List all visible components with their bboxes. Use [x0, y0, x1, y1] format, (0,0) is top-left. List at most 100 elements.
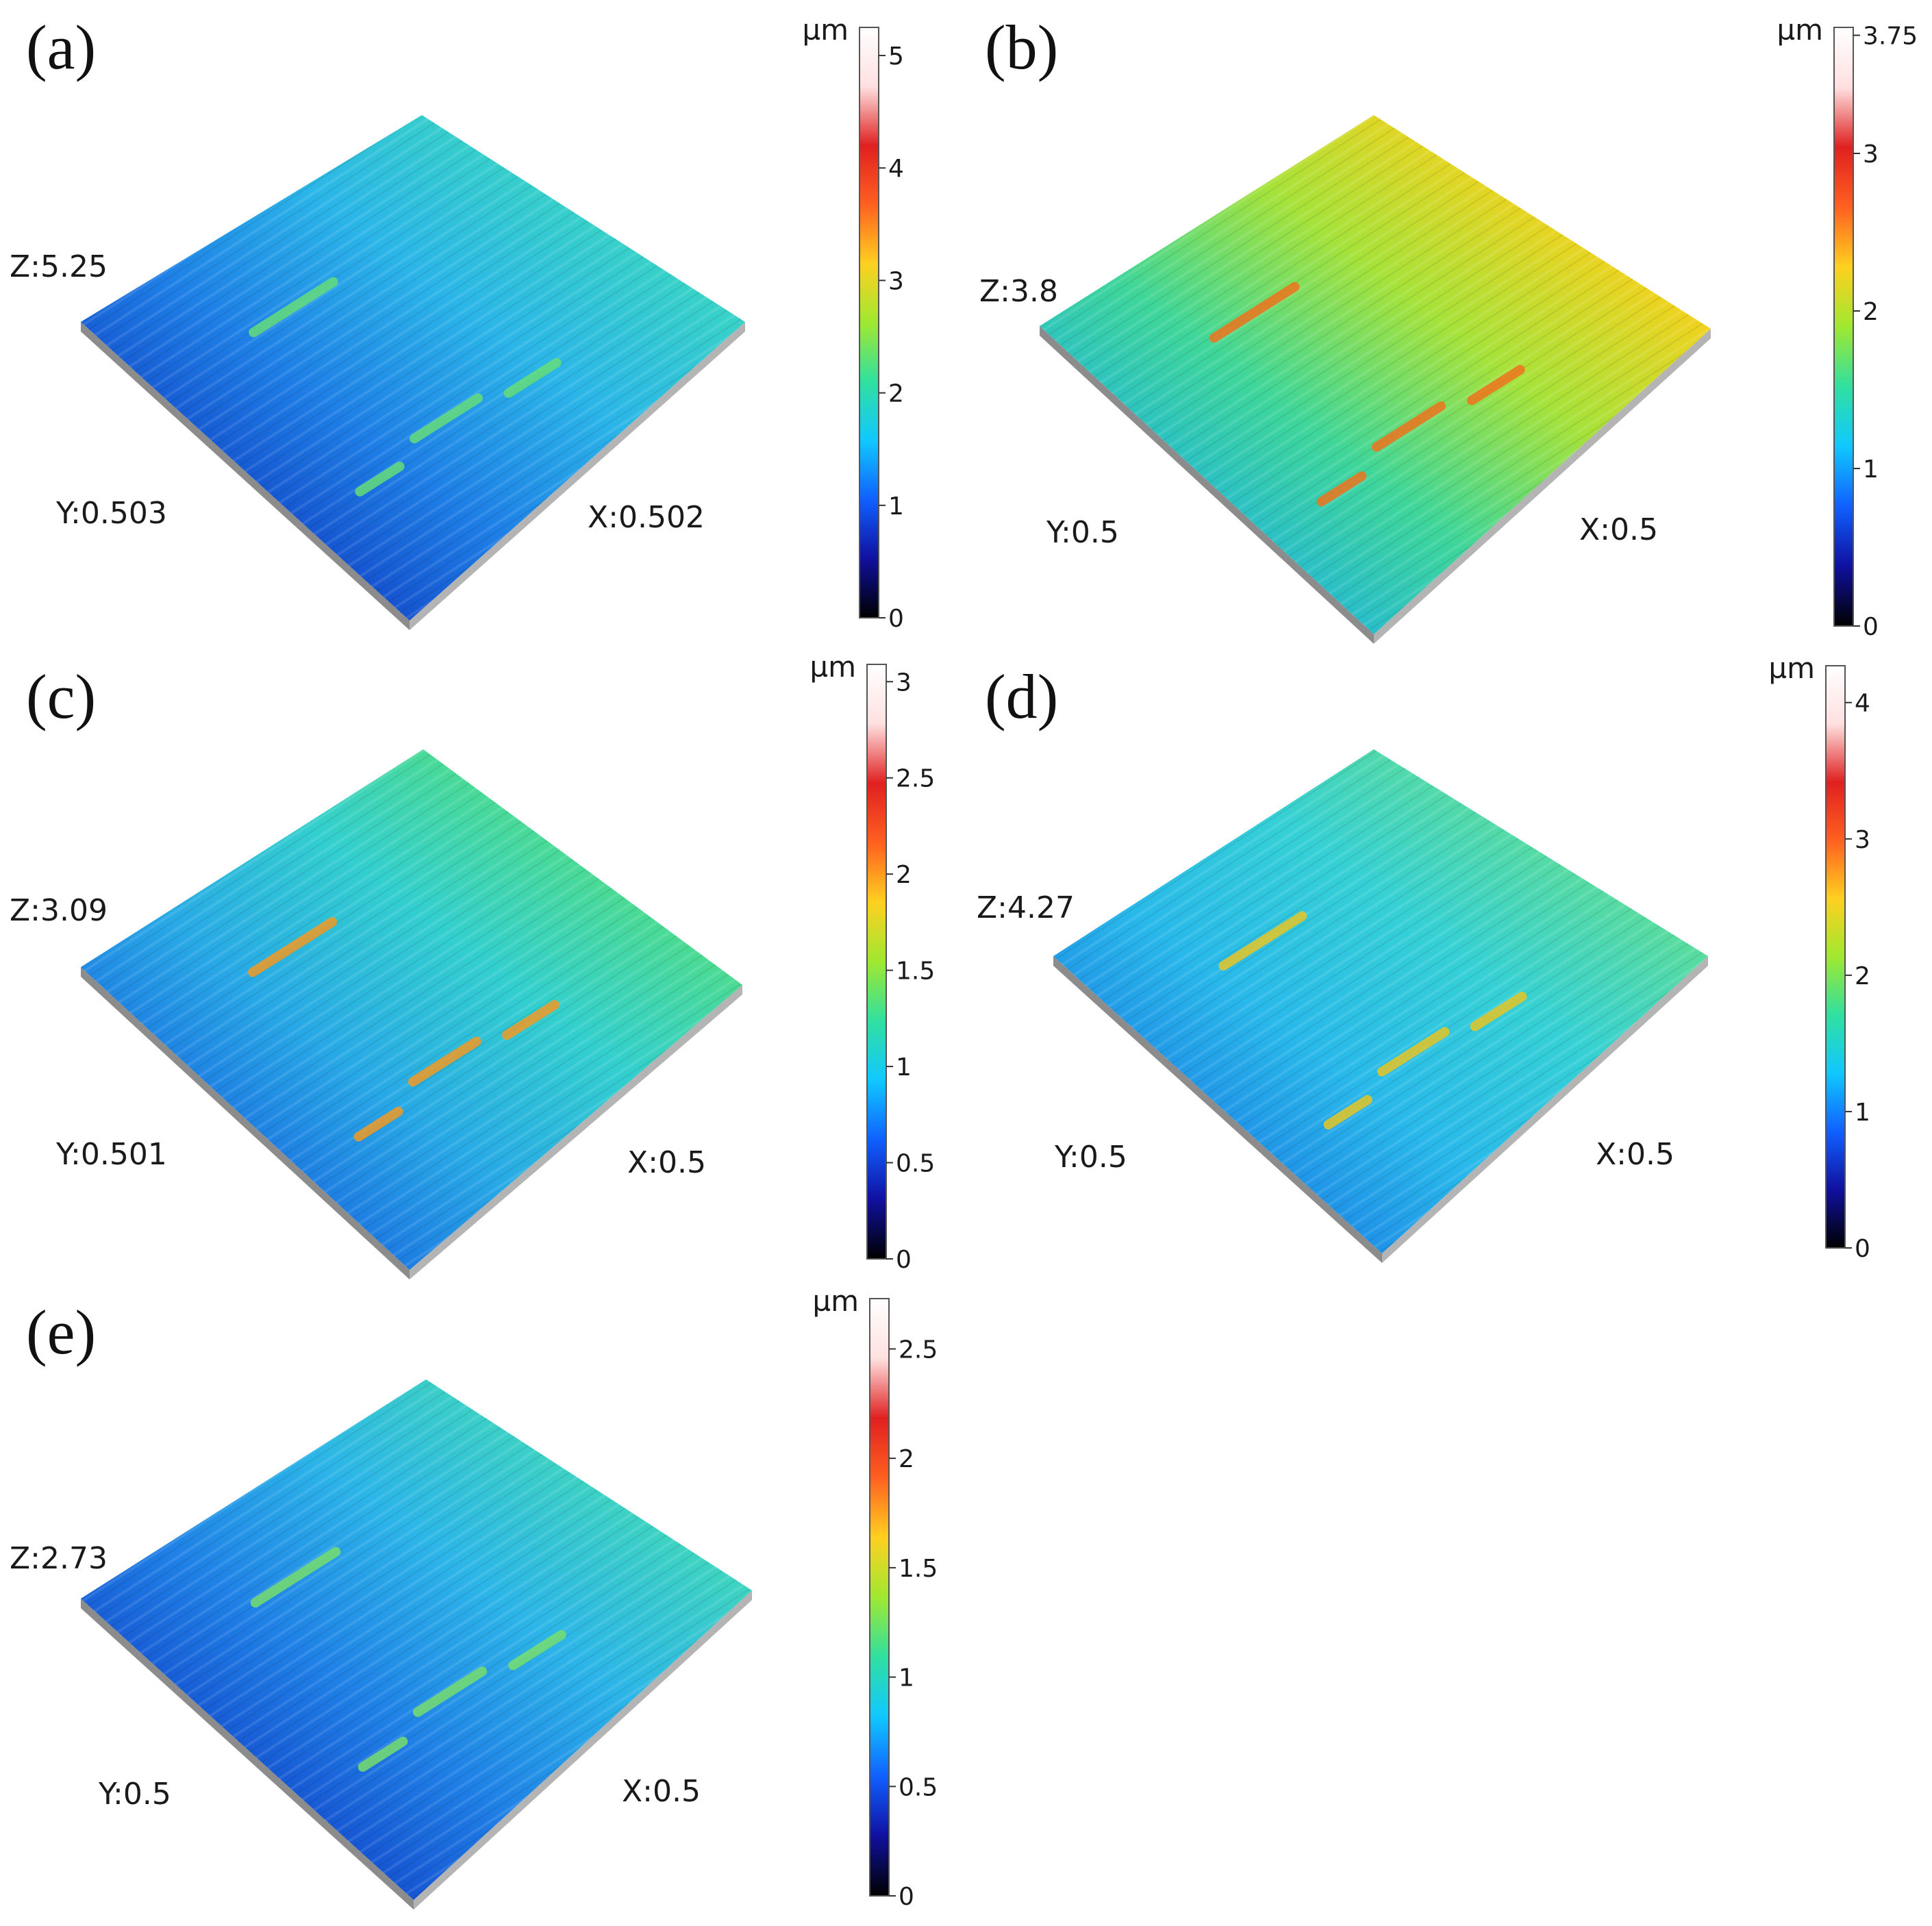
- colorbar-tick-label: 1.5: [896, 958, 935, 986]
- colorbar-tick-label: 3: [1863, 140, 1879, 168]
- surface-feature-ridge: [503, 358, 562, 398]
- y-axis-label: Y:0.503: [55, 496, 167, 531]
- surface-feature-ridge: [249, 277, 338, 338]
- colorbar: µm 5 4 3 2 1 0: [802, 13, 904, 633]
- colorbar-unit: µm: [812, 1284, 859, 1318]
- colorbar-tick-label: 3.75: [1863, 23, 1918, 51]
- surface-feature-ridge: [353, 1106, 403, 1142]
- x-axis-label: X:0.5: [622, 1774, 701, 1809]
- colorbar-gradient: [859, 27, 879, 618]
- colorbar-tick-label: 2: [1863, 298, 1879, 326]
- surface-3d-map: [81, 749, 742, 1270]
- surface-feature-ridge: [1371, 401, 1446, 452]
- y-axis-label: Y:0.5: [1054, 1140, 1127, 1175]
- z-axis-label: Z:4.27: [977, 890, 1075, 925]
- surface-feature-ridge: [1470, 991, 1527, 1031]
- panel-letter: (d): [985, 662, 1058, 731]
- colorbar-tick-label: 2.5: [899, 1336, 938, 1364]
- surface-3d-map: [81, 115, 745, 621]
- surface-feature-ridge: [250, 1547, 341, 1608]
- panel-e: (e) Z:2.73 Y:0.5 X:0.5 µm 2.5 2 1.5 1 0.5 0: [10, 1284, 938, 1911]
- surface-feature-ridge: [409, 393, 484, 444]
- panel-letter: (b): [985, 12, 1058, 82]
- colorbar-tick-label: 0: [1863, 613, 1879, 641]
- colorbar-tick-label: 1: [896, 1053, 912, 1081]
- colorbar-tick-label: 1.5: [899, 1555, 938, 1583]
- colorbar-tick-label: 3: [1855, 826, 1870, 854]
- colorbar-tick-label: 1: [888, 492, 904, 521]
- colorbar-tick-label: 2: [896, 861, 912, 889]
- surface-feature-ridge: [1377, 1027, 1450, 1077]
- surface-base-slab: [1040, 326, 1711, 644]
- colorbar-tick-label: 2: [1855, 962, 1870, 990]
- colorbar-tick-label: 0: [899, 1883, 914, 1911]
- surface-feature-ridge: [1209, 282, 1300, 343]
- colorbar: µm 3.75 3 2 1 0: [1777, 13, 1918, 641]
- surface-3d-map: [81, 1379, 752, 1900]
- y-axis-label: Y:0.5: [98, 1777, 171, 1812]
- surface-feature-ridge: [412, 1666, 488, 1717]
- surface-feature-ridge: [1467, 364, 1525, 405]
- y-axis-label: Y:0.501: [55, 1137, 167, 1172]
- surface-3d-map: [1053, 749, 1708, 1253]
- x-axis-label: X:0.5: [1579, 512, 1658, 547]
- colorbar-tick-label: 3: [896, 668, 912, 697]
- panel-letter: (c): [26, 662, 96, 731]
- z-axis-label: Z:2.73: [10, 1541, 108, 1576]
- colorbar-gradient: [866, 664, 887, 1260]
- panel-letter: (a): [26, 12, 96, 82]
- colorbar-tick-label: 0: [896, 1246, 912, 1274]
- surface-base-slab: [1053, 956, 1708, 1263]
- colorbar-unit: µm: [802, 13, 849, 47]
- panel-d: (d) Z:4.27 Y:0.5 X:0.5 µm 4 3 2 1 0: [977, 651, 1870, 1263]
- x-axis-label: X:0.5: [627, 1145, 706, 1180]
- y-axis-label: Y:0.5: [1046, 515, 1119, 550]
- surface-feature-ridge: [407, 1036, 481, 1087]
- surface-base-slab: [81, 322, 745, 630]
- colorbar: µm 4 3 2 1 0: [1768, 651, 1870, 1263]
- colorbar-gradient: [869, 1298, 890, 1897]
- colorbar-tick-label: 0: [1855, 1235, 1870, 1263]
- surface-feature-ridge: [248, 917, 338, 977]
- surface-base-slab: [81, 967, 742, 1279]
- x-axis-label: X:0.5: [1596, 1137, 1674, 1172]
- colorbar-tick-label: 4: [888, 155, 904, 183]
- colorbar-gradient: [1825, 665, 1846, 1249]
- colorbar-tick-label: 2.5: [896, 765, 935, 793]
- colorbar: µm 3 2.5 2 1.5 1 0.5 0: [810, 650, 935, 1274]
- surface-feature-ridge: [355, 461, 405, 497]
- colorbar-tick-label: 0.5: [899, 1773, 938, 1801]
- colorbar-tick-label: 5: [888, 42, 904, 71]
- colorbar-tick-label: 1: [899, 1664, 914, 1692]
- colorbar-tick-label: 0.5: [896, 1150, 935, 1178]
- panel-b: (b) Z:3.8 Y:0.5 X:0.5 µm 3.75 3 2 1 0: [979, 12, 1918, 644]
- surface-3d-map: [1040, 115, 1711, 634]
- colorbar-tick-label: 1: [1863, 455, 1879, 484]
- colorbar-unit: µm: [810, 650, 856, 684]
- colorbar-tick-label: 2: [888, 380, 904, 408]
- surface-feature-ridge: [502, 1000, 560, 1040]
- colorbar-unit: µm: [1777, 13, 1823, 47]
- z-axis-label: Z:5.25: [10, 249, 108, 284]
- z-axis-label: Z:3.8: [979, 274, 1058, 309]
- colorbar-gradient: [1833, 27, 1854, 627]
- x-axis-label: X:0.502: [588, 500, 705, 535]
- surface-feature-ridge: [508, 1629, 566, 1671]
- z-axis-label: Z:3.09: [10, 893, 108, 928]
- colorbar-tick-label: 1: [1855, 1099, 1870, 1127]
- colorbar-tick-label: 2: [899, 1445, 914, 1473]
- colorbar-tick-label: 3: [888, 267, 904, 295]
- colorbar-tick-label: 0: [888, 605, 904, 633]
- colorbar: µm 2.5 2 1.5 1 0.5 0: [812, 1284, 938, 1911]
- colorbar-tick-label: 4: [1855, 690, 1870, 718]
- surface-feature-ridge: [1323, 1095, 1372, 1130]
- surface-base-slab: [81, 1590, 752, 1910]
- surface-feature-ridge: [357, 1736, 408, 1772]
- panel-a: (a) Z:5.25 Y:0.503 X:0.502 µm 5 4 3 2 1 0: [10, 12, 904, 633]
- surface-feature-ridge: [1218, 911, 1307, 971]
- panel-letter: (e): [26, 1297, 96, 1367]
- panel-c: (c) Z:3.09 Y:0.501 X:0.5 µm 3 2.5 2 1.5 1 0.5 0: [10, 650, 935, 1279]
- colorbar-unit: µm: [1768, 651, 1815, 685]
